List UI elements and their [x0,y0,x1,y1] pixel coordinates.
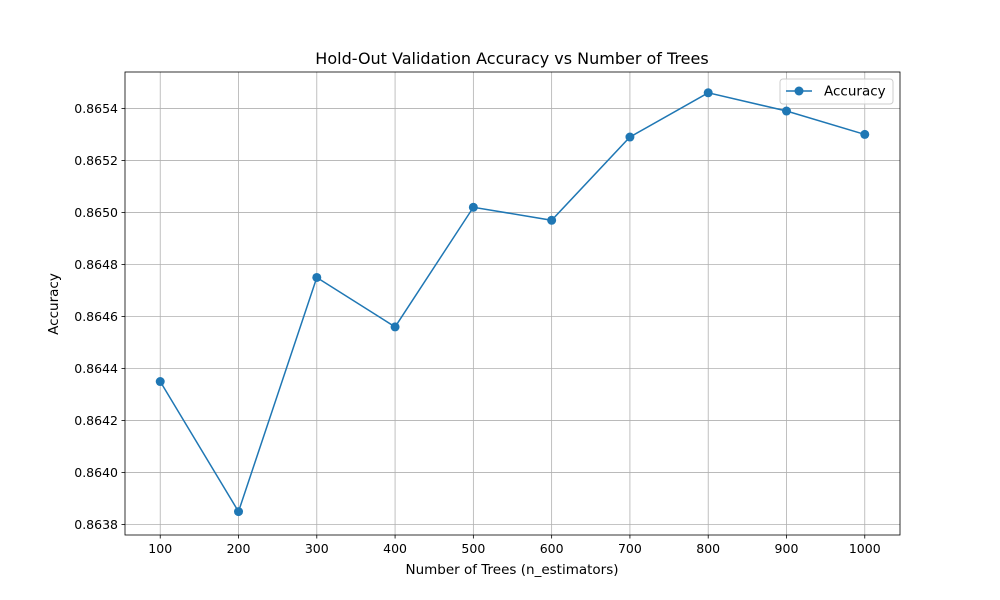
grid [125,72,900,535]
y-axis: 0.8638 0.8640 0.8642 0.8644 0.8646 0.8648 0.86… [74,101,125,532]
data-point [860,129,870,139]
data-point [547,215,557,225]
x-axis: 100 200 300 400 500 600 700 800 900 1000 [148,535,881,556]
x-tick-label: 900 [775,541,799,556]
x-tick-label: 700 [618,541,642,556]
y-tick-label: 0.8652 [74,153,118,168]
legend-marker-swatch [794,86,804,96]
x-tick-label: 1000 [849,541,881,556]
data-point [234,507,244,517]
plot-area-frame [124,71,901,536]
x-axis-label: Number of Trees (n_estimators) [405,562,618,578]
legend: Accuracy [779,78,894,105]
data-point [390,322,400,332]
y-tick-label: 0.8638 [74,517,118,532]
x-tick-label: 800 [696,541,720,556]
x-tick-label: 100 [148,541,172,556]
x-tick-label: 300 [305,541,329,556]
y-tick-label: 0.8650 [74,205,118,220]
y-tick-label: 0.8640 [74,465,118,480]
y-tick-label: 0.8648 [74,257,118,272]
legend-label-accuracy: Accuracy [824,84,886,100]
y-axis-label: Accuracy [46,273,62,335]
x-tick-label: 400 [383,541,407,556]
x-tick-label: 500 [461,541,485,556]
legend-box [779,78,894,105]
data-point [312,272,322,282]
data-point [625,132,635,142]
series-line [159,92,865,514]
x-tick-label: 600 [540,541,564,556]
x-tick-label: 200 [227,541,251,556]
data-point [703,88,713,98]
y-tick-label: 0.8642 [74,413,118,428]
y-tick-label: 0.8646 [74,309,118,324]
y-tick-label: 0.8644 [74,361,118,376]
series-accuracy [155,88,870,517]
chart-title: Hold-Out Validation Accuracy vs Number o… [315,49,708,68]
y-tick-label: 0.8654 [74,101,118,116]
data-point [468,202,478,212]
data-point [781,106,791,116]
data-point [155,377,165,387]
